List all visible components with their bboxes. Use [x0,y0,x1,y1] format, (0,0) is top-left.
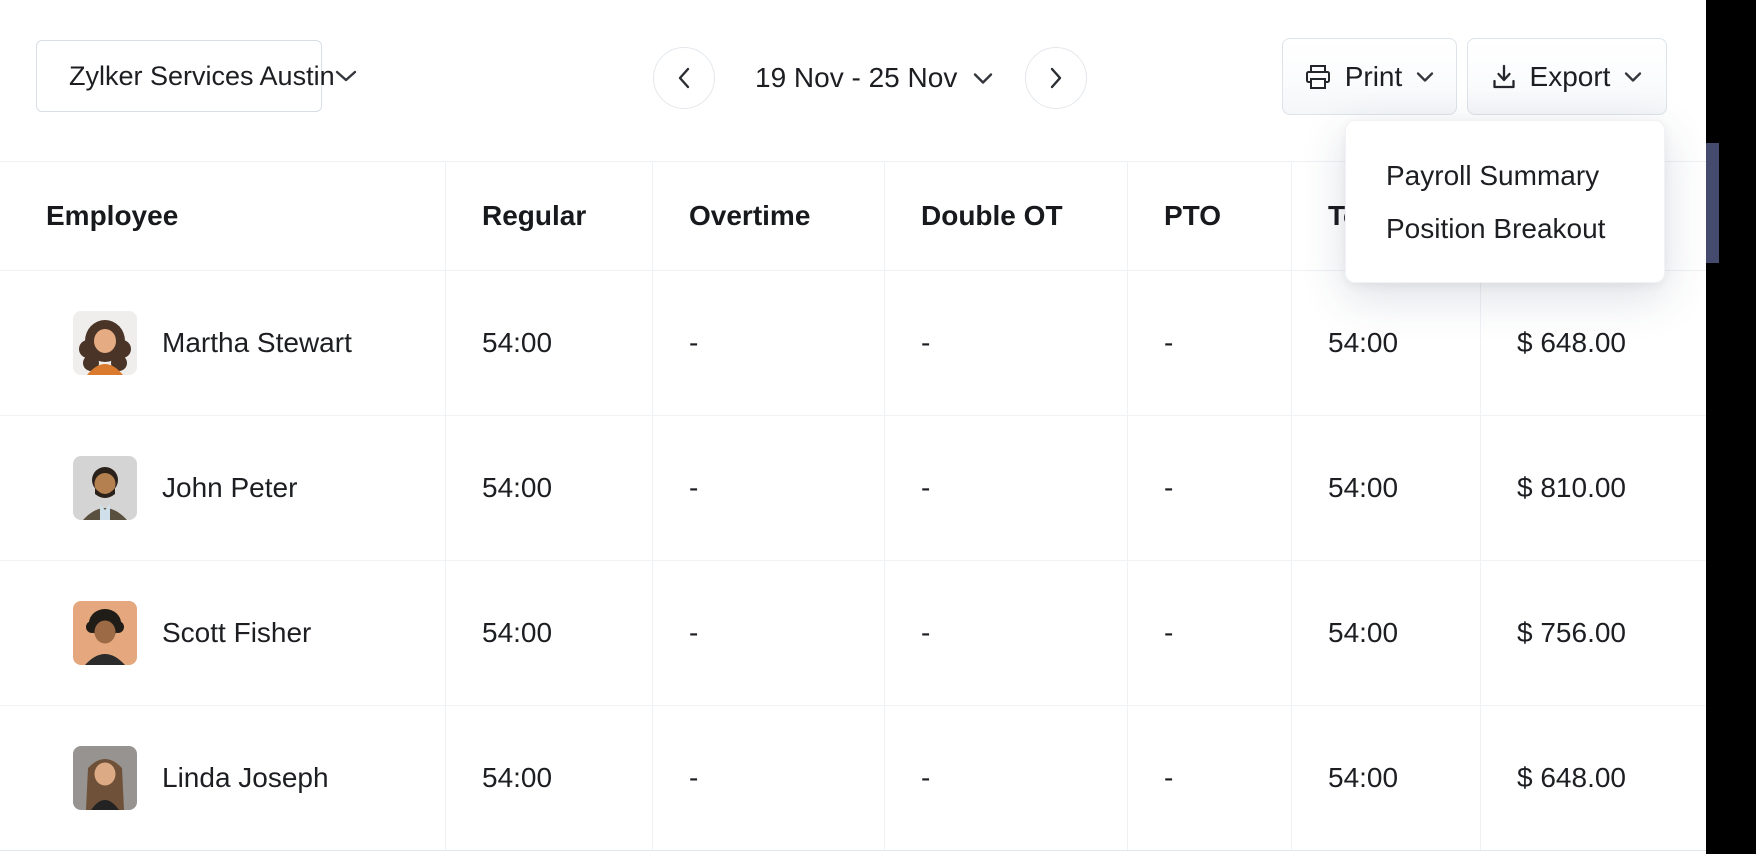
avatar [73,311,137,375]
chevron-left-icon [677,67,691,89]
column-header-overtime: Overtime [653,162,885,270]
total-cell: 54:00 [1292,416,1481,560]
chevron-down-icon [1624,71,1642,83]
double-ot-cell: - [885,416,1128,560]
employee-name: Linda Joseph [162,762,329,793]
next-week-button[interactable] [1025,47,1088,109]
overtime-cell: - [653,416,885,560]
date-navigation: 19 Nov - 25 Nov [653,47,1088,109]
regular-cell: 54:00 [446,416,653,560]
double-ot-cell: - [885,561,1128,705]
pto-cell: - [1128,706,1292,850]
employee-name: Scott Fisher [162,617,312,648]
regular-cell: 54:00 [446,271,653,415]
regular-cell: 54:00 [446,706,653,850]
amount-cell: $ 810.00 [1517,472,1626,503]
avatar [73,601,137,665]
company-selector-label: Zylker Services Austin [69,60,335,91]
column-header-pto: PTO [1128,162,1292,270]
chevron-down-icon [973,72,993,85]
toolbar: Zylker Services Austin 19 Nov - 25 Nov [0,0,1706,161]
avatar [73,456,137,520]
menu-item-position-breakout[interactable]: Position Breakout [1386,212,1606,244]
amount-cell: $ 648.00 [1517,327,1626,358]
export-button[interactable]: Export [1467,38,1667,115]
chevron-down-icon [1416,71,1434,83]
employee-cell: John Peter [0,416,446,560]
pto-cell: - [1128,416,1292,560]
date-range-selector[interactable]: 19 Nov - 25 Nov [755,62,993,94]
export-dropdown-menu: Payroll Summary Position Breakout [1345,120,1665,283]
double-ot-cell: - [885,271,1128,415]
table-row: John Peter 54:00 - - - 54:00 $ 810.00 [0,416,1706,561]
employee-cell: Linda Joseph [0,706,446,850]
download-icon [1492,64,1516,90]
double-ot-cell: - [885,706,1128,850]
avatar [73,746,137,810]
previous-week-button[interactable] [653,47,715,109]
amount-cell: $ 756.00 [1517,617,1626,648]
column-header-regular: Regular [446,162,653,270]
table-row: Scott Fisher 54:00 - - - 54:00 $ 756.00 [0,561,1706,706]
export-button-label: Export [1529,60,1611,92]
regular-cell: 54:00 [446,561,653,705]
print-button-label: Print [1344,60,1403,92]
menu-item-payroll-summary[interactable]: Payroll Summary [1386,159,1600,191]
company-selector[interactable]: Zylker Services Austin [36,40,356,112]
employee-name: Martha Stewart [162,327,352,358]
page-background: Zylker Services Austin 19 Nov - 25 Nov [0,0,1706,854]
amount-cell: $ 648.00 [1517,762,1626,793]
employee-cell: Scott Fisher [0,561,446,705]
edge-peek-bar [1706,143,1719,263]
chevron-right-icon [1049,67,1063,89]
pto-cell: - [1128,561,1292,705]
total-cell: 54:00 [1292,561,1481,705]
pto-cell: - [1128,271,1292,415]
table-row: Martha Stewart 54:00 - - - 54:00 $ 648.0… [0,271,1706,416]
print-button[interactable]: Print [1282,38,1457,115]
table-row: Linda Joseph 54:00 - - - 54:00 $ 648.00 [0,706,1706,851]
overtime-cell: - [653,706,885,850]
chevron-down-icon [335,69,357,83]
total-cell: 54:00 [1292,271,1481,415]
column-header-double-ot: Double OT [885,162,1128,270]
overtime-cell: - [653,561,885,705]
date-range-label: 19 Nov - 25 Nov [755,62,958,93]
printer-icon [1305,64,1331,90]
overtime-cell: - [653,271,885,415]
total-cell: 54:00 [1292,706,1481,850]
employee-cell: Martha Stewart [0,271,446,415]
employee-name: John Peter [162,472,298,503]
column-header-employee: Employee [0,162,446,270]
